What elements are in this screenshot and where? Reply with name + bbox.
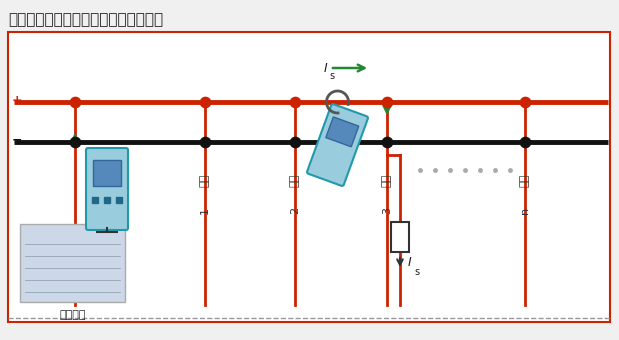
Point: [70, 139, 80, 145]
Point: [382, 139, 392, 145]
Bar: [20, 224, 125, 302]
Text: −: −: [12, 134, 22, 147]
Text: n: n: [520, 206, 530, 214]
Text: +: +: [12, 94, 23, 106]
Text: 便携式直流接地故障查找仪典型应用：: 便携式直流接地故障查找仪典型应用：: [8, 12, 163, 27]
Bar: [93, 160, 121, 186]
Point: [70, 99, 80, 105]
Text: 支路: 支路: [290, 173, 300, 187]
Point: [520, 99, 530, 105]
FancyBboxPatch shape: [307, 104, 368, 186]
Text: 1: 1: [200, 206, 210, 214]
Point: [520, 139, 530, 145]
FancyBboxPatch shape: [86, 148, 128, 230]
Bar: [8, 32, 610, 322]
Point: [200, 99, 210, 105]
Text: I: I: [408, 255, 412, 269]
Text: 3: 3: [382, 206, 392, 214]
Point: [382, 99, 392, 105]
Text: 支路: 支路: [382, 173, 392, 187]
Text: 支路: 支路: [520, 173, 530, 187]
Bar: [391, 222, 409, 252]
Text: s: s: [329, 71, 334, 81]
Text: s: s: [414, 267, 419, 277]
Point: [200, 139, 210, 145]
Bar: [326, 117, 359, 147]
Text: I: I: [323, 62, 327, 74]
Text: 蓄电池组: 蓄电池组: [59, 310, 86, 320]
Point: [290, 139, 300, 145]
Point: [290, 99, 300, 105]
Text: 2: 2: [290, 206, 300, 214]
Text: 支路: 支路: [200, 173, 210, 187]
